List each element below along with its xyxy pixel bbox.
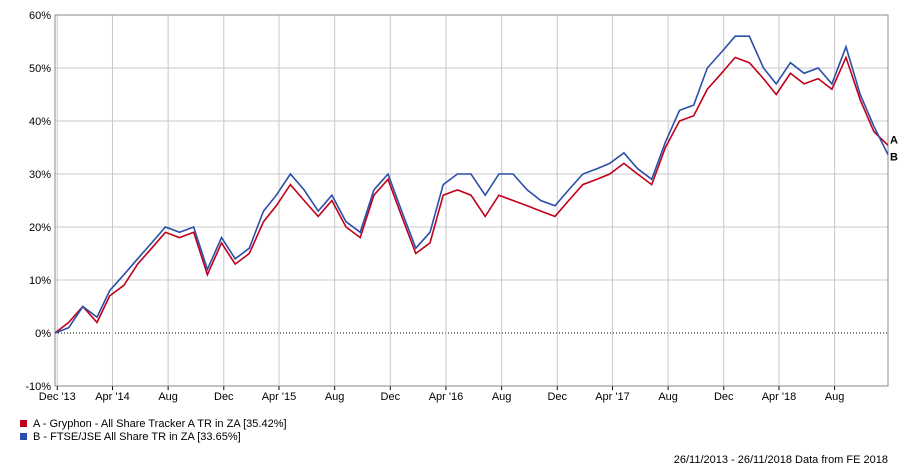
plot-border <box>54 14 889 387</box>
x-tick-label: Apr '15 <box>262 391 297 403</box>
x-tick-label: Aug <box>158 391 178 403</box>
legend-swatch <box>20 420 27 427</box>
x-tick-label: Aug <box>658 391 678 403</box>
x-tick-label: Dec <box>381 391 401 403</box>
x-tick-label: Aug <box>325 391 345 403</box>
x-tick-label: Dec <box>714 391 734 403</box>
y-tick-label: -10% <box>25 381 51 393</box>
series-line <box>54 35 889 334</box>
x-tick-label: Apr '16 <box>429 391 464 403</box>
y-tick-label: 20% <box>29 222 51 234</box>
legend-label: A - Gryphon - All Share Tracker A TR in … <box>33 418 287 430</box>
x-tick-label: Dec '13 <box>39 391 76 403</box>
x-tick-label: Dec <box>214 391 234 403</box>
y-tick-label: 10% <box>29 275 51 287</box>
end-label: B <box>890 152 898 164</box>
end-label: A <box>890 134 898 146</box>
series-line <box>54 55 889 334</box>
y-tick-label: 60% <box>29 10 51 22</box>
x-tick-label: Aug <box>492 391 512 403</box>
x-tick-label: Apr '17 <box>595 391 630 403</box>
y-tick-label: 30% <box>29 169 51 181</box>
x-tick-label: Apr '14 <box>95 391 130 403</box>
x-tick-label: Dec <box>547 391 567 403</box>
y-tick-label: 0% <box>35 328 51 340</box>
y-tick-label: 40% <box>29 116 51 128</box>
x-tick-label: Apr '18 <box>762 391 797 403</box>
legend-label: B - FTSE/JSE All Share TR in ZA [33.65%] <box>33 431 241 443</box>
x-tick-label: Aug <box>825 391 845 403</box>
legend-swatch <box>20 433 27 440</box>
y-tick-label: 50% <box>29 63 51 75</box>
footer: 26/11/2013 - 26/11/2018 Data from FE 201… <box>674 454 888 466</box>
